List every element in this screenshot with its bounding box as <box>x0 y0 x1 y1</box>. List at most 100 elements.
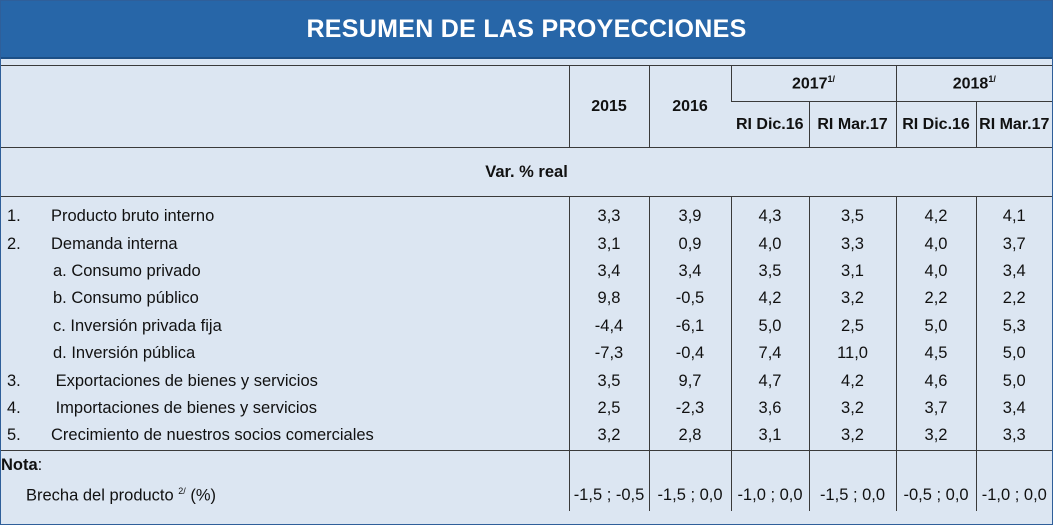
cell-value: -2,3 <box>648 394 731 423</box>
cell-value: 5,0 <box>975 367 1053 395</box>
row-text: d. Inversión pública <box>53 344 196 363</box>
header-2018-mar: RI Mar.17 <box>975 101 1053 148</box>
nota-label: Nota: <box>1 449 569 481</box>
header-2017: 20171/ <box>730 65 897 102</box>
cell-value: 5,0 <box>730 312 809 340</box>
cell-value: 3,7 <box>975 230 1053 258</box>
cell-value: -0,4 <box>648 339 731 368</box>
brecha-value: -0,5 ; 0,0 <box>895 480 977 511</box>
header-2017-mar: RI Mar.17 <box>808 101 897 148</box>
cell-value: 5,0 <box>895 312 977 340</box>
header-2017-dic: RI Dic.16 <box>735 115 804 133</box>
header-2018: 20181/ <box>895 65 1053 102</box>
cell-value: 2,5 <box>808 312 897 340</box>
cell-value: 3,7 <box>895 394 977 423</box>
row-number: 2. <box>7 234 21 253</box>
brecha-row: Brecha del producto 2/ (%) -1,5 ; -0,5 -… <box>1 480 1053 511</box>
cell-value: 3,5 <box>568 367 649 395</box>
footnote-marker: 1/ <box>827 73 836 84</box>
row-label: 2. Demanda interna <box>1 230 569 257</box>
cell-value: 3,5 <box>808 203 897 231</box>
cell-value: 3,4 <box>975 257 1053 286</box>
table-row: d. Inversión pública -7,3 -0,4 7,4 11,0 4,5 5,… <box>1 339 1053 368</box>
brecha-value: -1,5 ; 0,0 <box>648 480 731 511</box>
cell-value: 3,2 <box>808 285 897 313</box>
title-bar: RESUMEN DE LAS PROYECCIONES <box>1 1 1052 59</box>
table-row: 1. Producto bruto interno 3,3 3,9 4,3 3,5 4,2 4… <box>1 203 1053 231</box>
header-blank-cell <box>1 65 569 148</box>
header-2018-dic: RI Dic.16 <box>895 101 977 148</box>
cell-value: -0,5 <box>648 285 731 313</box>
cell-value: 2,5 <box>568 394 649 423</box>
table-row: b. Consumo público 9,8 -0,5 4,2 3,2 2,2 2,2 <box>1 285 1053 313</box>
cell-value: 4,0 <box>730 230 809 258</box>
cell-value: 3,4 <box>648 257 731 286</box>
cell-value: -6,1 <box>648 312 731 340</box>
cell-value: 3,2 <box>895 422 977 451</box>
row-text: c. Inversión privada fija <box>53 316 222 335</box>
header-2015: 2015 <box>568 65 649 148</box>
cell-value: 3,2 <box>808 422 897 451</box>
row-text: Demanda interna <box>51 234 178 253</box>
cell-value: 3,2 <box>808 394 897 423</box>
footnote-marker: 1/ <box>988 73 996 84</box>
cell-value: 3,9 <box>648 203 731 231</box>
row-label: d. Inversión pública <box>1 340 569 367</box>
cell-value: 4,3 <box>730 203 809 231</box>
cell-value: 4,6 <box>895 367 977 395</box>
nota-row: Nota: <box>1 449 1053 481</box>
unit-row: Var. % real <box>1 147 1053 197</box>
cell-value: 4,7 <box>730 367 809 395</box>
cell-value: 3,5 <box>730 257 809 286</box>
cell-value: 3,1 <box>730 422 809 451</box>
cell-value: 2,2 <box>975 285 1053 313</box>
row-number: 5. <box>7 426 21 445</box>
row-text: Producto bruto interno <box>51 207 215 226</box>
cell-value: 3,3 <box>975 422 1053 451</box>
table-row: 5. Crecimiento de nuestros socios comerci… <box>1 422 1053 451</box>
brecha-value: -1,0 ; 0,0 <box>975 480 1053 511</box>
cell-value: 9,8 <box>568 285 649 313</box>
cell-value: 5,3 <box>975 312 1053 340</box>
page-title: RESUMEN DE LAS PROYECCIONES <box>306 14 747 43</box>
cell-value: 3,3 <box>808 230 897 258</box>
row-text: b. Consumo público <box>53 289 199 308</box>
brecha-value: -1,0 ; 0,0 <box>730 480 809 511</box>
projections-table: 2015 2016 20171/ 20181/ RI Dic.16 RI Mar… <box>1 65 1053 511</box>
cell-value: 9,7 <box>648 367 731 395</box>
cell-value: 4,2 <box>730 285 809 313</box>
cell-value: 4,1 <box>975 203 1053 231</box>
cell-value: 4,0 <box>895 230 977 258</box>
row-label: a. Consumo privado <box>1 258 569 285</box>
table-row: 2. Demanda interna 3,1 0,9 4,0 3,3 4,0 3,7 <box>1 230 1053 258</box>
cell-value: 0,9 <box>648 230 731 258</box>
cell-value: 4,0 <box>895 257 977 286</box>
table-row: c. Inversión privada fija -4,4 -6,1 5,0 2,5 5… <box>1 312 1053 340</box>
brecha-value: -1,5 ; 0,0 <box>808 480 897 511</box>
row-text: Crecimiento de nuestros socios comercial… <box>51 426 374 445</box>
table-row: 3. Exportaciones de bienes y servicios 3,… <box>1 367 1053 395</box>
cell-value: 3,1 <box>568 230 649 258</box>
table-row: a. Consumo privado 3,4 3,4 3,5 3,1 4,0 3,4 <box>1 257 1053 286</box>
cell-value: 3,2 <box>568 422 649 451</box>
unit-label: Var. % real <box>1 147 1053 197</box>
cell-value: 5,0 <box>975 339 1053 368</box>
header-row-years: 2015 2016 20171/ 20181/ <box>1 65 1053 148</box>
cell-value: 4,2 <box>895 203 977 231</box>
cell-value: 3,4 <box>975 394 1053 423</box>
brecha-label: Brecha del producto 2/ (%) <box>26 485 217 505</box>
row-number: 1. <box>7 207 21 226</box>
cell-value: 11,0 <box>808 339 897 368</box>
cell-value: 3,3 <box>568 203 649 231</box>
cell-value: 2,2 <box>895 285 977 313</box>
cell-value: -7,3 <box>568 339 649 368</box>
cell-value: 4,5 <box>895 339 977 368</box>
row-number: 4. <box>7 398 21 417</box>
table-row: 4. Importaciones de bienes y servicios 2,… <box>1 394 1053 423</box>
cell-value: -4,4 <box>568 312 649 340</box>
row-label: 1. Producto bruto interno <box>1 203 569 230</box>
row-label: 5. Crecimiento de nuestros socios comerci… <box>1 422 569 450</box>
row-label: b. Consumo público <box>1 285 569 312</box>
row-text: a. Consumo privado <box>53 261 201 280</box>
